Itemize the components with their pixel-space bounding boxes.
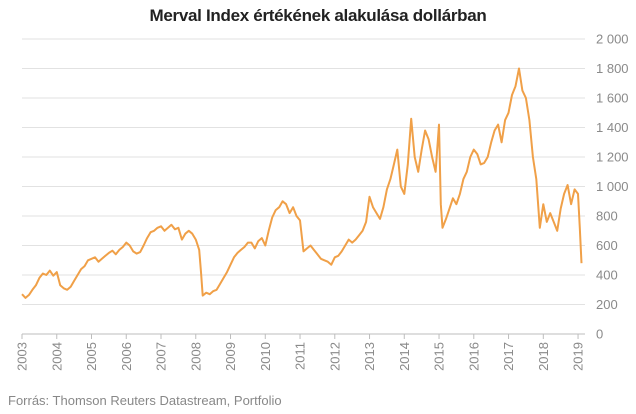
- x-tick-label: 2008: [188, 342, 203, 371]
- x-tick-label: 2014: [397, 342, 412, 371]
- x-tick-label: 2018: [536, 342, 551, 371]
- x-tick-label: 2013: [362, 342, 377, 371]
- x-tick-label: 2015: [432, 342, 447, 371]
- x-tick-label: 2019: [571, 342, 586, 371]
- x-axis: 2003 2004 2005 2006 2007 2008 2009 2010 2011 2012…: [15, 334, 586, 371]
- x-tick-label: 2010: [258, 342, 273, 371]
- x-tick-label: 2007: [154, 342, 169, 371]
- x-tick-label: 2005: [84, 342, 99, 371]
- y-axis: 0 200 400 600 800 1 000 1 200 1 400 1 600 1 800 2 …: [596, 32, 629, 342]
- y-tick-label: 1 000: [596, 179, 629, 194]
- x-tick-label: 2006: [119, 342, 134, 371]
- x-tick-label: 2012: [327, 342, 342, 371]
- x-tick-label: 2004: [49, 342, 64, 371]
- y-tick-label: 600: [596, 238, 618, 253]
- y-tick-label: 1 600: [596, 91, 629, 106]
- gridlines: [22, 38, 585, 335]
- y-tick-label: 800: [596, 209, 618, 224]
- y-tick-label: 200: [596, 297, 618, 312]
- x-tick-label: 2017: [501, 342, 516, 371]
- y-tick-label: 1 200: [596, 150, 629, 165]
- chart-title: Merval Index értékének alakulása dollárb…: [149, 6, 487, 25]
- series-layer: [21, 67, 583, 299]
- series-line: [21, 67, 583, 299]
- y-tick-label: 2 000: [596, 32, 629, 47]
- y-tick-label: 1 400: [596, 120, 629, 135]
- x-tick-label: 2003: [15, 342, 30, 371]
- y-tick-label: 1 800: [596, 61, 629, 76]
- x-tick-label: 2009: [223, 342, 238, 371]
- x-tick-label: 2011: [293, 342, 308, 370]
- x-tick-label: 2016: [466, 342, 481, 371]
- source-note: Forrás: Thomson Reuters Datastream, Port…: [8, 393, 282, 408]
- y-tick-label: 0: [596, 327, 603, 342]
- y-tick-label: 400: [596, 268, 618, 283]
